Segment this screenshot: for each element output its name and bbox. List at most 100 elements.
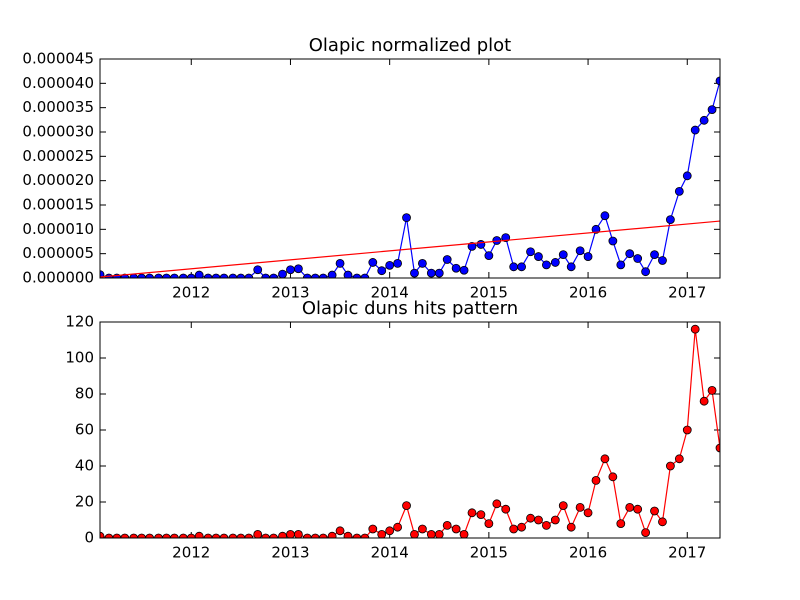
y-tick-label: 0: [84, 529, 94, 547]
data-point: [236, 273, 246, 278]
data-point: [467, 241, 477, 251]
data-point: [178, 533, 188, 538]
data-point: [269, 273, 278, 278]
data-point: [186, 273, 196, 278]
data-point: [699, 115, 709, 125]
data-point: [228, 533, 238, 538]
data-point: [162, 273, 171, 278]
data-point: [261, 533, 271, 538]
data-point: [145, 533, 154, 538]
data-point: [154, 273, 163, 278]
series-line: [100, 80, 720, 278]
series-line: [100, 220, 720, 278]
data-point: [633, 504, 643, 514]
data-point: [534, 252, 543, 261]
data-point: [674, 186, 684, 196]
data-point: [641, 267, 650, 277]
data-point: [467, 508, 477, 518]
data-point: [211, 273, 221, 278]
data-point: [278, 269, 287, 278]
data-point: [100, 531, 105, 538]
y-tick-label: 60: [75, 421, 94, 439]
data-point: [484, 251, 494, 261]
data-point: [253, 265, 263, 275]
data-point: [699, 396, 709, 406]
data-point: [203, 533, 213, 538]
data-point: [509, 262, 519, 272]
plot-area: [100, 76, 720, 278]
data-point: [674, 454, 684, 464]
data-point: [335, 526, 345, 536]
y-tick-label: 0.000000: [22, 269, 94, 287]
data-point: [666, 215, 675, 225]
x-tick-label: 2014: [371, 284, 409, 302]
y-tick-label: 0.000015: [22, 196, 94, 214]
axes-frame: [99, 321, 721, 539]
y-tick-label: 100: [65, 349, 94, 367]
data-point: [310, 273, 320, 278]
data-point: [526, 247, 535, 257]
plot-area: [100, 324, 720, 538]
x-tick-label: 2017: [668, 284, 706, 302]
data-point: [343, 531, 353, 538]
data-point: [591, 224, 601, 234]
data-point: [542, 260, 551, 270]
chart-title: Olapic duns hits pattern: [302, 298, 518, 319]
data-point: [385, 260, 395, 270]
x-tick-label: 2014: [371, 544, 409, 562]
data-point: [566, 262, 576, 272]
data-point: [129, 533, 139, 538]
data-point: [625, 502, 635, 512]
data-point: [327, 531, 337, 538]
data-point: [253, 530, 263, 538]
data-point: [682, 171, 692, 181]
data-point: [690, 125, 700, 135]
data-point: [294, 530, 303, 538]
data-point: [310, 533, 320, 538]
data-point: [517, 522, 526, 532]
data-point: [393, 258, 403, 268]
y-tick-label: 0.000020: [22, 171, 94, 189]
data-point: [120, 533, 130, 538]
data-point: [112, 533, 122, 538]
y-tick-label: 0.000035: [22, 98, 94, 116]
data-point: [658, 517, 667, 527]
data-point: [658, 256, 667, 265]
data-point: [591, 475, 601, 485]
data-point: [100, 270, 105, 278]
data-point: [600, 211, 610, 221]
x-tick-label: 2012: [172, 544, 210, 562]
data-point: [261, 273, 271, 278]
data-point: [526, 513, 535, 523]
x-tick-label: 2016: [569, 284, 607, 302]
data-point: [244, 533, 254, 538]
y-tick-label: 0.000005: [22, 244, 94, 262]
data-point: [484, 519, 494, 528]
data-point: [327, 270, 337, 278]
y-tick-label: 0.000010: [22, 220, 94, 238]
data-point: [170, 273, 179, 278]
data-point: [352, 533, 362, 538]
data-point: [509, 524, 519, 534]
y-tick-label: 20: [75, 493, 94, 511]
data-point: [542, 521, 551, 530]
data-point: [236, 533, 246, 538]
data-point: [302, 273, 312, 278]
data-point: [393, 522, 403, 532]
data-point: [434, 530, 444, 538]
y-tick-label: 40: [75, 457, 94, 475]
data-point: [194, 270, 204, 278]
data-point: [715, 76, 720, 86]
data-point: [104, 533, 114, 538]
data-point: [154, 533, 163, 538]
y-tick-label: 80: [75, 385, 94, 403]
y-tick-label: 0.000040: [22, 74, 94, 92]
data-point: [410, 530, 419, 538]
data-point: [335, 258, 345, 268]
chart-title: Olapic normalized plot: [309, 35, 511, 56]
data-point: [566, 522, 576, 532]
data-point: [650, 250, 659, 260]
data-point: [550, 258, 560, 267]
data-point: [451, 263, 461, 273]
axes-frame: [99, 58, 721, 279]
